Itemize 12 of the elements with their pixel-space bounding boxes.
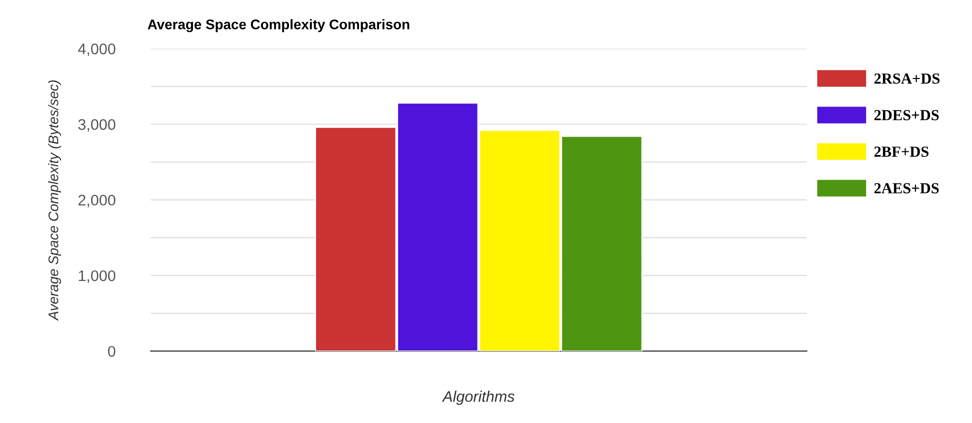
y-tick-label: 0 <box>108 346 116 357</box>
legend-label: 2DES+DS <box>874 110 939 120</box>
y-tick-label: 2,000 <box>78 194 116 208</box>
y-axis-title: Average Space Complexity (Bytes/sec) <box>48 80 62 321</box>
legend-label: 2BF+DS <box>874 146 929 157</box>
y-tick-label: 4,000 <box>78 44 116 56</box>
legend-label: 2RSA+DS <box>874 73 940 84</box>
chart-title: Average Space Complexity Comparison <box>148 19 410 32</box>
y-tick-label: 3,000 <box>78 119 116 132</box>
y-tick-label: 1,000 <box>78 270 116 283</box>
legend-label: 2AES+DS <box>874 183 939 194</box>
x-axis-title: Algorithms <box>442 390 514 405</box>
